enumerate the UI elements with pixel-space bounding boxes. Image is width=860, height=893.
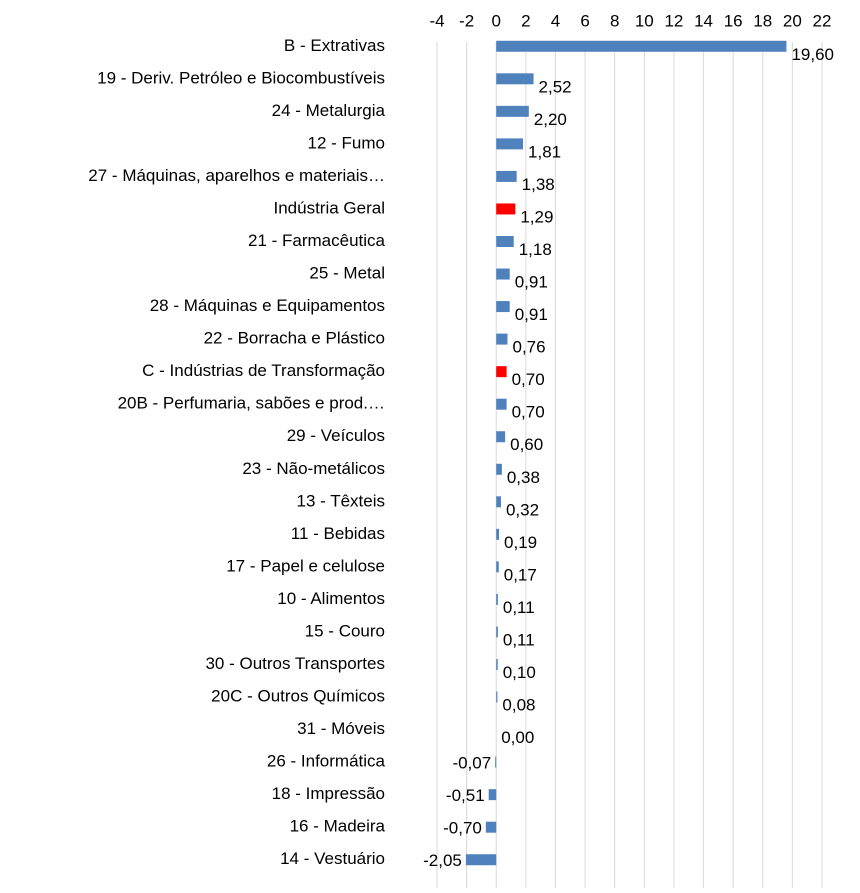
y-tick-label: 19 - Deriv. Petróleo e Biocombustíveis xyxy=(97,68,385,87)
bar xyxy=(496,528,500,540)
x-tick-label: 20 xyxy=(783,11,802,30)
y-tick-label: 12 - Fumo xyxy=(308,133,385,152)
value-label: 0,32 xyxy=(506,500,539,519)
y-tick-label: 17 - Papel e celulose xyxy=(226,556,385,575)
value-label: 0,38 xyxy=(507,468,540,487)
y-tick-label: 16 - Madeira xyxy=(290,817,386,836)
y-tick-label: 26 - Informática xyxy=(267,752,386,771)
value-label: 0,60 xyxy=(510,435,543,454)
value-label: 0,11 xyxy=(503,630,535,649)
y-tick-label: 15 - Couro xyxy=(305,621,385,640)
y-tick-label: 20C - Outros Químicos xyxy=(211,687,385,706)
y-tick-label: 10 - Alimentos xyxy=(277,589,385,608)
y-tick-label: 14 - Vestuário xyxy=(280,849,385,868)
y-tick-label: 27 - Máquinas, aparelhos e materiais… xyxy=(88,166,385,185)
bar xyxy=(496,691,498,703)
x-tick-label: 12 xyxy=(664,11,683,30)
bar xyxy=(495,756,497,768)
bar xyxy=(465,854,497,866)
y-tick-label: 31 - Móveis xyxy=(297,719,385,738)
x-tick-label: 10 xyxy=(635,11,654,30)
value-label: -2,05 xyxy=(423,851,462,870)
bar xyxy=(496,561,499,573)
x-tick-label: -2 xyxy=(459,11,474,30)
value-label: -0,51 xyxy=(446,786,485,805)
bar xyxy=(496,105,529,117)
y-tick-label: 20B - Perfumaria, sabões e prod.… xyxy=(118,394,385,413)
value-label: 0,70 xyxy=(512,403,545,422)
bar xyxy=(496,301,510,313)
bar xyxy=(496,40,787,52)
y-tick-label: 21 - Farmacêutica xyxy=(248,231,386,250)
value-label: 0,08 xyxy=(502,696,535,715)
x-tick-label: 0 xyxy=(491,11,500,30)
y-tick-label: B - Extrativas xyxy=(284,36,385,55)
bar xyxy=(496,138,524,150)
bar xyxy=(496,593,498,605)
y-tick-label: 23 - Não-metálicos xyxy=(242,459,385,478)
value-label: 0,11 xyxy=(503,598,535,617)
bar xyxy=(496,268,510,280)
value-label: 0,70 xyxy=(512,370,545,389)
y-tick-label: Indústria Geral xyxy=(274,198,386,217)
y-tick-label: 22 - Borracha e Plástico xyxy=(204,329,385,348)
x-tick-label: 6 xyxy=(580,11,589,30)
x-tick-label: 18 xyxy=(753,11,772,30)
y-tick-label: 28 - Máquinas e Equipamentos xyxy=(150,296,385,315)
value-label: 2,20 xyxy=(534,110,567,129)
value-label: 0,00 xyxy=(501,728,534,747)
y-tick-label: 13 - Têxteis xyxy=(296,491,385,510)
y-tick-label: C - Indústrias de Transformação xyxy=(142,361,385,380)
bar xyxy=(496,431,506,443)
value-label: 2,52 xyxy=(539,77,572,96)
bar xyxy=(496,659,498,670)
value-label: 0,76 xyxy=(512,338,545,357)
value-label: 0,10 xyxy=(503,663,536,682)
y-tick-label: 30 - Outros Transportes xyxy=(205,654,385,673)
bar xyxy=(496,398,507,410)
value-label: 0,91 xyxy=(515,273,548,292)
x-tick-label: 16 xyxy=(724,11,743,30)
bar xyxy=(496,496,501,508)
x-tick-label: 4 xyxy=(551,11,560,30)
bar xyxy=(496,626,498,638)
value-label: 19,60 xyxy=(791,45,834,64)
value-label: -0,70 xyxy=(443,819,482,838)
bar xyxy=(488,789,497,801)
value-label: -0,07 xyxy=(452,754,491,773)
value-label: 1,81 xyxy=(528,142,561,161)
value-label: 1,38 xyxy=(522,175,555,194)
bar xyxy=(485,821,497,833)
y-tick-label: 25 - Metal xyxy=(309,264,385,283)
value-label: 1,18 xyxy=(519,240,552,259)
x-tick-label: 14 xyxy=(694,11,713,30)
value-label: 0,91 xyxy=(515,305,548,324)
x-tick-label: 8 xyxy=(610,11,619,30)
bar xyxy=(496,366,507,378)
x-tick-label: 22 xyxy=(813,11,832,30)
bar xyxy=(496,463,502,475)
value-label: 0,17 xyxy=(504,565,537,584)
x-tick-label: 2 xyxy=(521,11,530,30)
bar xyxy=(496,203,516,215)
bar xyxy=(496,170,517,182)
bar xyxy=(496,333,508,345)
bar xyxy=(496,73,534,85)
x-tick-label: -4 xyxy=(429,11,444,30)
y-tick-label: 18 - Impressão xyxy=(272,784,385,803)
y-tick-label: 29 - Veículos xyxy=(287,426,385,445)
value-label: 1,29 xyxy=(520,207,553,226)
bar xyxy=(496,236,514,247)
y-tick-label: 24 - Metalurgia xyxy=(272,101,386,120)
value-label: 0,19 xyxy=(504,533,537,552)
y-tick-label: 11 - Bebidas xyxy=(291,524,385,543)
